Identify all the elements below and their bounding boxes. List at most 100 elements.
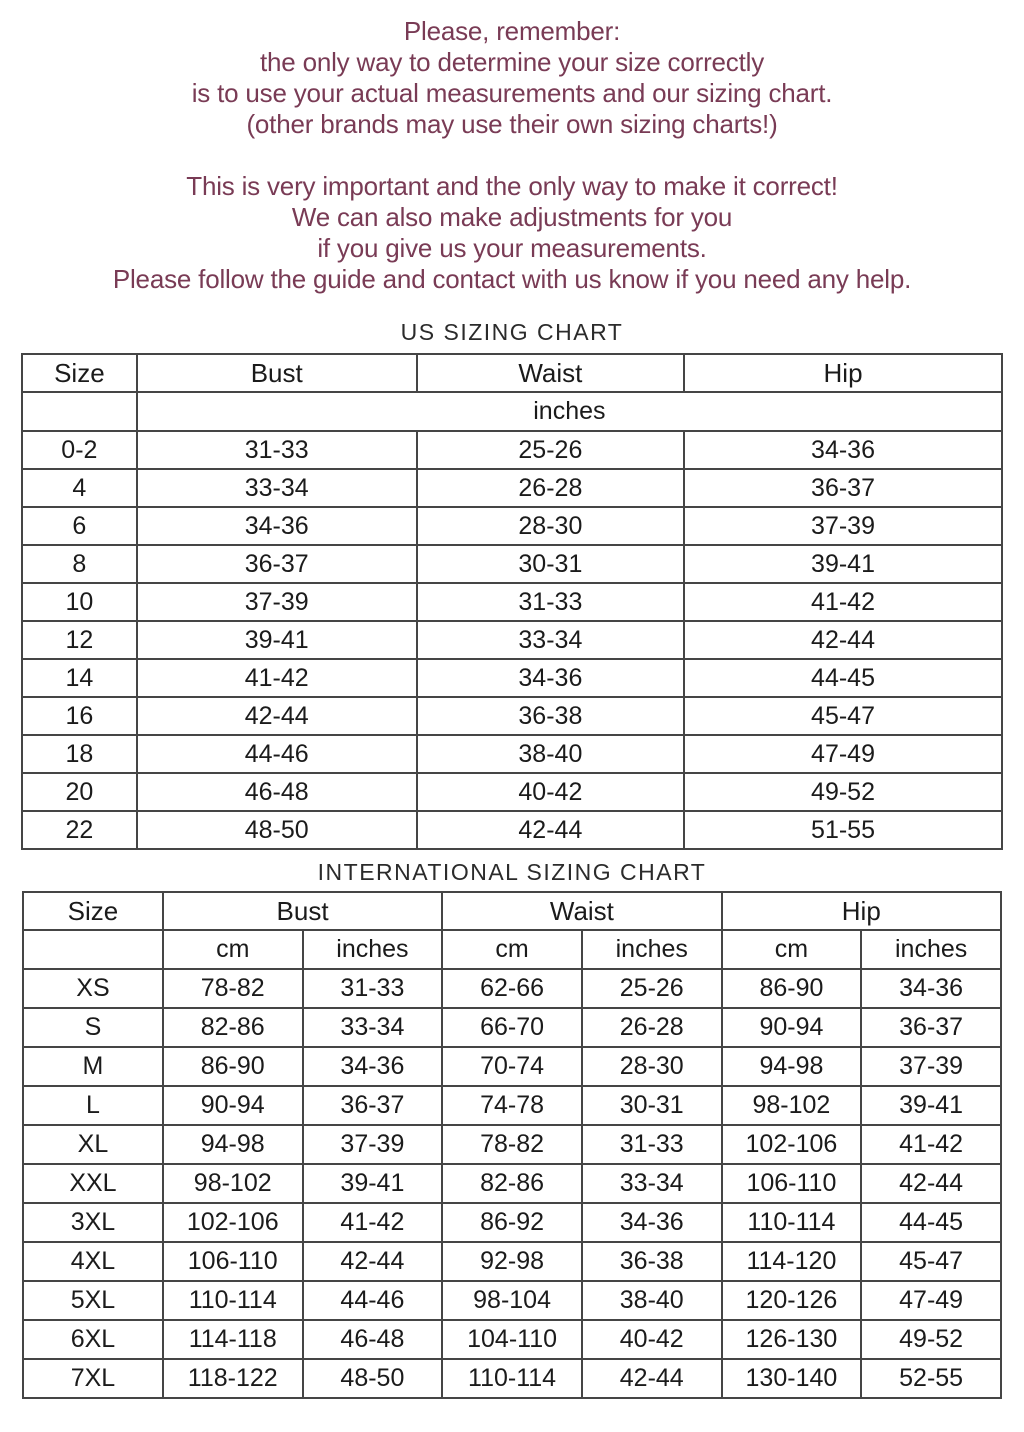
table-cell: 49-52: [860, 1319, 1002, 1360]
table-cell: 86-90: [161, 1046, 304, 1087]
table-cell: 44-46: [135, 734, 418, 774]
table-cell: 31-33: [415, 582, 686, 622]
table-cell: 44-46: [301, 1280, 444, 1321]
table-row: 7XL 118-122 48-50 110-114 42-44 130-140 52-55: [22, 1358, 1002, 1399]
table-cell: 31-33: [135, 430, 418, 470]
table-row: XL 94-98 37-39 78-82 31-33 102-106 41-42: [22, 1124, 1002, 1165]
table-cell: 5XL: [22, 1280, 164, 1321]
table-row: 0-2 31-33 25-26 34-36: [21, 430, 1003, 470]
table-cell: 4XL: [22, 1241, 164, 1282]
table-cell: 48-50: [135, 810, 418, 850]
table-cell: 31-33: [580, 1124, 723, 1165]
intro-line: if you give us your measurements.: [317, 233, 707, 263]
table-cell: 86-90: [720, 968, 863, 1009]
table-cell: 98-102: [161, 1163, 304, 1204]
intl-unit-waist-cm: cm: [441, 929, 583, 970]
table-cell: 31-33: [301, 968, 444, 1009]
table-cell: 86-92: [441, 1202, 583, 1243]
table-cell: 14: [21, 658, 138, 698]
intro-line: the only way to determine your size corr…: [260, 47, 764, 77]
us-table-body: 0-2 31-33 25-26 34-36 4 33-34 26-28 36-37 6 34-36…: [21, 430, 1003, 850]
table-row: 4 33-34 26-28 36-37: [21, 468, 1003, 508]
table-row: 12 39-41 33-34 42-44: [21, 620, 1003, 660]
table-cell: 33-34: [301, 1007, 444, 1048]
table-row: XXL 98-102 39-41 82-86 33-34 106-110 42-44: [22, 1163, 1002, 1204]
table-cell: 38-40: [415, 734, 686, 774]
intl-header-waist: Waist: [441, 891, 723, 931]
table-cell: 4: [21, 468, 138, 508]
table-cell: 28-30: [580, 1046, 723, 1087]
us-unit-row: inches: [21, 391, 1004, 432]
table-cell: 49-52: [683, 772, 1003, 812]
intro-line: We can also make adjustments for you: [291, 202, 733, 232]
table-cell: 82-86: [161, 1007, 304, 1048]
table-cell: XXL: [22, 1163, 164, 1204]
us-header-waist: Waist: [415, 353, 686, 393]
table-cell: 94-98: [720, 1046, 863, 1087]
intl-unit-hip-cm: cm: [720, 929, 863, 970]
intro-text-block: Please, remember: the only way to determ…: [0, 0, 1024, 295]
table-cell: 38-40: [580, 1280, 723, 1321]
table-cell: 30-31: [580, 1085, 723, 1126]
table-cell: 25-26: [415, 430, 686, 470]
table-row: L 90-94 36-37 74-78 30-31 98-102 39-41: [22, 1085, 1002, 1126]
intl-table-body: XS 78-82 31-33 62-66 25-26 86-90 34-36 S 82-86 33…: [22, 968, 1002, 1399]
intl-unit-bust-cm: cm: [161, 929, 304, 970]
table-cell: 8: [21, 544, 138, 584]
table-cell: 36-37: [860, 1007, 1002, 1048]
intl-unit-hip-in: inches: [860, 929, 1002, 970]
intro-line: This is very important and the only way …: [186, 171, 838, 201]
table-cell: 78-82: [441, 1124, 583, 1165]
intl-unit-empty-cell: [22, 929, 164, 970]
table-cell: 102-106: [720, 1124, 863, 1165]
table-cell: 78-82: [161, 968, 304, 1009]
table-cell: 36-37: [301, 1085, 444, 1126]
table-cell: 26-28: [415, 468, 686, 508]
table-cell: 90-94: [720, 1007, 863, 1048]
table-cell: 114-118: [161, 1319, 304, 1360]
table-cell: 34-36: [135, 506, 418, 546]
intro-line: Please, remember:: [403, 16, 621, 46]
table-cell: 47-49: [683, 734, 1003, 774]
table-row: 4XL 106-110 42-44 92-98 36-38 114-120 45-47: [22, 1241, 1002, 1282]
intl-header-hip: Hip: [720, 891, 1003, 931]
table-row: 14 41-42 34-36 44-45: [21, 658, 1003, 698]
table-cell: M: [22, 1046, 164, 1087]
intl-header-row: Size Bust Waist Hip: [22, 891, 1003, 931]
us-header-size: Size: [21, 353, 138, 393]
table-cell: 34-36: [580, 1202, 723, 1243]
table-cell: 110-114: [720, 1202, 863, 1243]
intro-blank-line: [0, 140, 1024, 171]
table-cell: 18: [21, 734, 138, 774]
table-cell: 94-98: [161, 1124, 304, 1165]
intl-header-size: Size: [22, 891, 164, 931]
us-unit-empty-cell: [21, 391, 138, 432]
table-cell: 37-39: [683, 506, 1003, 546]
table-cell: 33-34: [580, 1163, 723, 1204]
table-row: 10 37-39 31-33 41-42: [21, 582, 1003, 622]
table-cell: 7XL: [22, 1358, 164, 1399]
table-cell: 92-98: [441, 1241, 583, 1282]
table-cell: 106-110: [161, 1241, 304, 1282]
table-cell: 45-47: [683, 696, 1003, 736]
table-cell: 39-41: [860, 1085, 1002, 1126]
table-cell: 70-74: [441, 1046, 583, 1087]
intl-unit-bust-in: inches: [301, 929, 444, 970]
table-cell: 48-50: [301, 1358, 444, 1399]
table-row: S 82-86 33-34 66-70 26-28 90-94 36-37: [22, 1007, 1002, 1048]
table-cell: 36-37: [683, 468, 1003, 508]
table-cell: 45-47: [860, 1241, 1002, 1282]
intl-unit-row: cm inches cm inches cm inches: [22, 929, 1002, 970]
table-cell: 104-110: [441, 1319, 583, 1360]
table-row: 6XL 114-118 46-48 104-110 40-42 126-130 49-52: [22, 1319, 1002, 1360]
table-row: 6 34-36 28-30 37-39: [21, 506, 1003, 546]
table-cell: 118-122: [161, 1358, 304, 1399]
table-cell: 16: [21, 696, 138, 736]
table-cell: 37-39: [135, 582, 418, 622]
table-cell: 33-34: [135, 468, 418, 508]
table-cell: 22: [21, 810, 138, 850]
table-row: 18 44-46 38-40 47-49: [21, 734, 1003, 774]
table-row: XS 78-82 31-33 62-66 25-26 86-90 34-36: [22, 968, 1002, 1009]
table-cell: 36-37: [135, 544, 418, 584]
table-cell: 44-45: [683, 658, 1003, 698]
